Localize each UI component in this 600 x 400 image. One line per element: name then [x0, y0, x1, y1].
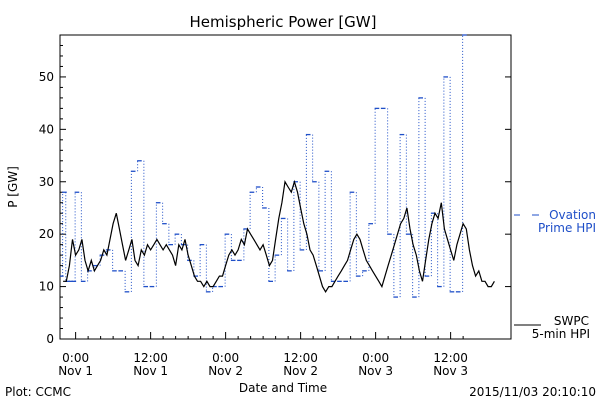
x-tick-time: 12:00 — [283, 351, 318, 365]
y-axis: 0 10 20 30 40 50 — [39, 34, 511, 346]
legend-ovation-line2: Prime HPI — [538, 221, 596, 235]
y-axis-label: P [GW] — [6, 166, 20, 208]
x-axis-label: Date and Time — [239, 381, 327, 395]
ovation-series — [60, 34, 467, 298]
x-tick-time: 0:00 — [212, 351, 239, 365]
x-tick-time: 12:00 — [133, 351, 168, 365]
legend-ovation-line1: Ovation — [549, 208, 596, 222]
swpc-line — [63, 179, 495, 293]
x-tick-date: Nov 2 — [283, 364, 318, 378]
y-tick-label: 40 — [39, 122, 54, 136]
x-tick-time: 12:00 — [433, 351, 468, 365]
x-tick-time: 0:00 — [62, 351, 89, 365]
y-tick-label: 10 — [39, 280, 54, 294]
plot-frame — [59, 34, 512, 340]
swpc-series — [63, 179, 495, 293]
y-tick-label: 0 — [46, 332, 54, 346]
chart-title: Hemispheric Power [GW] — [190, 13, 377, 31]
x-tick-date: Nov 1 — [58, 364, 93, 378]
x-tick-date: Nov 3 — [433, 364, 468, 378]
x-tick-time: 0:00 — [362, 351, 389, 365]
y-tick-label: 50 — [39, 70, 54, 84]
footer-timestamp: 2015/11/03 20:10:10 — [469, 385, 596, 399]
y-tick-label: 30 — [39, 175, 54, 189]
x-tick-date: Nov 2 — [208, 364, 243, 378]
y-tick-label: 20 — [39, 227, 54, 241]
x-tick-date: Nov 1 — [133, 364, 168, 378]
x-tick-date: Nov 3 — [358, 364, 393, 378]
legend-swpc-line1: SWPC — [554, 314, 589, 328]
footer-credit: Plot: CCMC — [5, 385, 71, 399]
legend-ovation: Ovation Prime HPI — [514, 208, 596, 235]
legend-swpc-line2: 5-min HPI — [532, 327, 590, 341]
legend-swpc: SWPC 5-min HPI — [514, 314, 590, 341]
